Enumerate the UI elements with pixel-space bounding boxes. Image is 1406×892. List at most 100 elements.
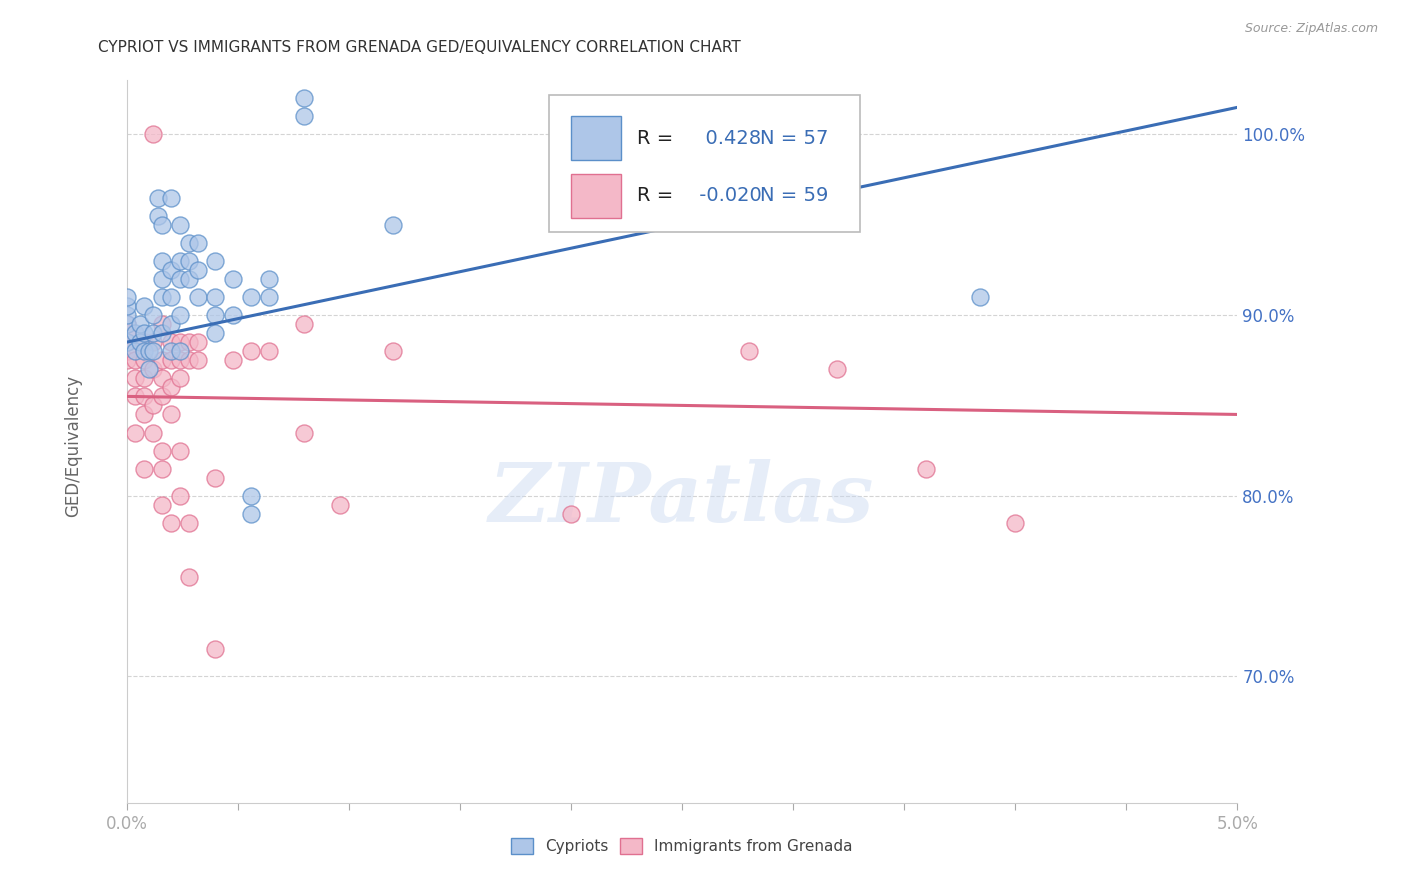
Point xyxy=(134,461,156,475)
Point xyxy=(150,498,173,512)
Point xyxy=(827,362,849,376)
Point xyxy=(292,425,315,440)
Point xyxy=(177,516,200,530)
Text: Source: ZipAtlas.com: Source: ZipAtlas.com xyxy=(1244,22,1378,36)
Point xyxy=(169,371,191,385)
Point xyxy=(169,272,191,286)
Point xyxy=(146,191,169,205)
Point xyxy=(160,290,183,304)
Point xyxy=(382,344,405,359)
Point xyxy=(160,516,183,530)
Point xyxy=(150,326,173,341)
Point xyxy=(150,272,173,286)
Point xyxy=(169,443,191,458)
Point xyxy=(737,191,759,205)
Point xyxy=(160,380,183,394)
Point xyxy=(160,353,183,368)
Point xyxy=(115,317,138,331)
Point xyxy=(150,254,173,268)
Point xyxy=(134,353,156,368)
Text: R =: R = xyxy=(637,128,673,147)
Point xyxy=(160,408,183,422)
Point xyxy=(160,317,183,331)
Point xyxy=(187,290,209,304)
Point xyxy=(560,507,582,521)
Bar xyxy=(571,174,621,218)
Point xyxy=(257,290,280,304)
Point xyxy=(204,290,226,304)
Text: 0.428: 0.428 xyxy=(693,128,761,147)
Text: GED/Equivalency: GED/Equivalency xyxy=(65,375,82,517)
Point xyxy=(134,299,156,313)
FancyBboxPatch shape xyxy=(548,95,859,232)
Point xyxy=(204,326,226,341)
Point xyxy=(124,425,146,440)
Text: -0.020: -0.020 xyxy=(693,186,762,205)
Point xyxy=(177,353,200,368)
Point xyxy=(115,335,138,350)
Point xyxy=(124,353,146,368)
Point xyxy=(115,353,138,368)
Point xyxy=(134,344,156,359)
Point xyxy=(150,461,173,475)
Point xyxy=(124,389,146,403)
Point xyxy=(150,389,173,403)
Point xyxy=(737,344,759,359)
Point xyxy=(257,344,280,359)
Point xyxy=(969,290,991,304)
Point xyxy=(142,326,165,341)
Point xyxy=(204,254,226,268)
Point xyxy=(142,344,165,359)
Point xyxy=(177,272,200,286)
Text: CYPRIOT VS IMMIGRANTS FROM GRENADA GED/EQUIVALENCY CORRELATION CHART: CYPRIOT VS IMMIGRANTS FROM GRENADA GED/E… xyxy=(98,40,741,55)
Point xyxy=(169,308,191,322)
Point xyxy=(160,344,183,359)
Point xyxy=(150,218,173,232)
Point xyxy=(146,209,169,223)
Point xyxy=(124,371,146,385)
Point xyxy=(204,470,226,484)
Point xyxy=(138,362,160,376)
Point xyxy=(115,299,138,313)
Point xyxy=(128,317,150,331)
Point xyxy=(160,191,183,205)
Point xyxy=(142,335,165,350)
Point xyxy=(134,408,156,422)
Point xyxy=(239,489,262,503)
Point xyxy=(177,570,200,584)
Point xyxy=(239,290,262,304)
Point xyxy=(142,425,165,440)
Point xyxy=(134,389,156,403)
Point xyxy=(150,443,173,458)
Point xyxy=(239,507,262,521)
Point xyxy=(169,489,191,503)
Point xyxy=(134,326,156,341)
Point xyxy=(204,642,226,657)
Point xyxy=(177,235,200,250)
Point xyxy=(115,335,138,350)
Point xyxy=(222,272,245,286)
Point xyxy=(560,145,582,160)
Text: R =: R = xyxy=(637,186,673,205)
Point xyxy=(382,218,405,232)
Point xyxy=(115,326,138,341)
Point xyxy=(292,91,315,105)
Point xyxy=(124,326,146,341)
Point xyxy=(128,335,150,350)
Point xyxy=(187,263,209,277)
Point xyxy=(134,371,156,385)
Point xyxy=(124,344,146,359)
Point xyxy=(257,272,280,286)
Point xyxy=(115,344,138,359)
Point xyxy=(142,362,165,376)
Point xyxy=(292,317,315,331)
Point xyxy=(187,235,209,250)
Point xyxy=(142,128,165,142)
Point xyxy=(177,254,200,268)
Point xyxy=(187,335,209,350)
Text: ZIPatlas: ZIPatlas xyxy=(489,459,875,540)
Point xyxy=(150,353,173,368)
Point xyxy=(150,371,173,385)
Text: N = 57: N = 57 xyxy=(759,128,828,147)
Point xyxy=(177,335,200,350)
